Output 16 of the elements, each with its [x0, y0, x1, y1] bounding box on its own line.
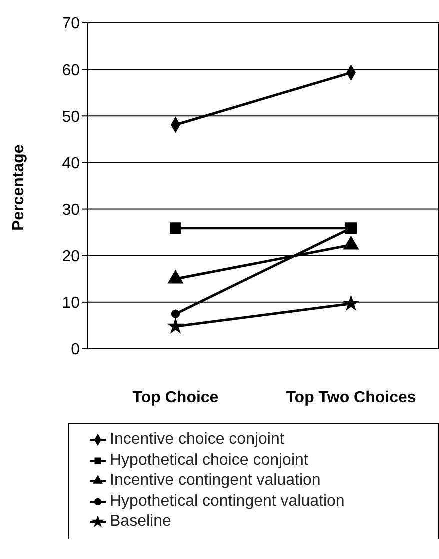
x-tick-label: Top Two Choices	[286, 389, 416, 406]
y-tick-label: 40	[62, 155, 80, 172]
legend-label: Incentive contingent valuation	[110, 471, 321, 491]
y-tick-label: 10	[62, 295, 80, 312]
y-tick-label: 0	[71, 342, 80, 359]
y-tick-label: 70	[62, 16, 80, 33]
legend-label: Hypothetical contingent valuation	[110, 492, 345, 512]
legend-label: Hypothetical choice conjoint	[110, 450, 308, 470]
y-tick-label: 30	[62, 202, 80, 219]
legend-label: Baseline	[110, 512, 172, 532]
legend-label: Incentive choice conjoint	[110, 430, 284, 450]
y-axis-title: Percentage	[10, 144, 28, 231]
y-tick-label: 20	[62, 248, 80, 266]
y-tick-label: 50	[62, 108, 80, 126]
x-tick-label: Top Choice	[132, 389, 219, 406]
y-tick-label: 60	[62, 62, 80, 80]
